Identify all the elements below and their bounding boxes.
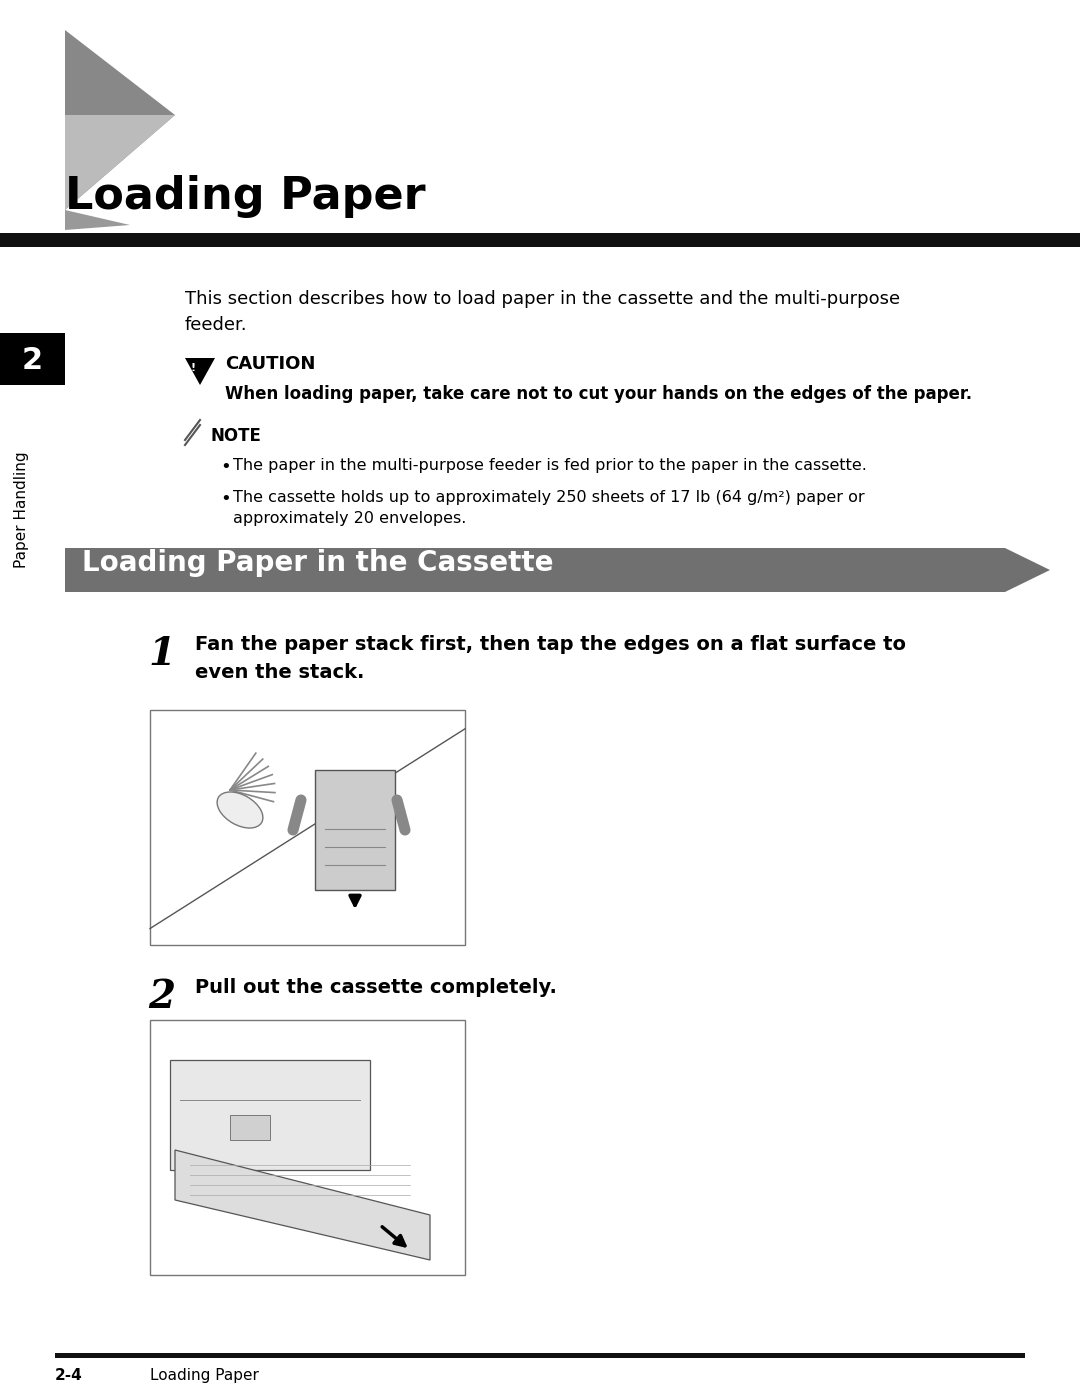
Polygon shape <box>175 1151 430 1260</box>
Text: Fan the paper stack first, then tap the edges on a flat surface to
even the stac: Fan the paper stack first, then tap the … <box>195 634 906 682</box>
Text: When loading paper, take care not to cut your hands on the edges of the paper.: When loading paper, take care not to cut… <box>225 384 972 403</box>
Bar <box>150 711 465 945</box>
Polygon shape <box>65 115 175 210</box>
Polygon shape <box>65 548 1050 593</box>
Bar <box>150 1020 465 1276</box>
Polygon shape <box>65 31 175 210</box>
Ellipse shape <box>217 793 262 829</box>
Polygon shape <box>65 210 130 230</box>
Text: Loading Paper: Loading Paper <box>65 175 426 218</box>
Text: Loading Paper: Loading Paper <box>150 1369 259 1382</box>
Text: Loading Paper in the Cassette: Loading Paper in the Cassette <box>82 550 554 577</box>
Text: Pull out the cassette completely.: Pull out the cassette completely. <box>195 979 557 997</box>
Text: 2: 2 <box>22 346 42 375</box>
Bar <box>170 1060 370 1170</box>
Text: Paper Handling: Paper Handling <box>14 451 29 568</box>
Text: The cassette holds up to approximately 250 sheets of 17 lb (64 g/m²) paper or
ap: The cassette holds up to approximately 2… <box>233 490 865 526</box>
Polygon shape <box>185 358 215 384</box>
Bar <box>315 770 395 890</box>
Text: 2: 2 <box>148 979 175 1016</box>
Text: This section describes how to load paper in the cassette and the multi-purpose
f: This section describes how to load paper… <box>185 290 900 335</box>
Bar <box>55 1353 1025 1357</box>
Text: NOTE: NOTE <box>210 428 261 446</box>
Bar <box>0 233 1080 247</box>
Bar <box>230 1115 270 1140</box>
Text: •: • <box>220 458 231 476</box>
Text: 2-4: 2-4 <box>55 1369 83 1382</box>
Bar <box>0 333 65 384</box>
Text: !: ! <box>190 364 195 373</box>
Text: CAUTION: CAUTION <box>225 355 315 373</box>
Text: The paper in the multi-purpose feeder is fed prior to the paper in the cassette.: The paper in the multi-purpose feeder is… <box>233 458 867 473</box>
Text: •: • <box>220 490 231 508</box>
Text: 1: 1 <box>148 634 175 673</box>
